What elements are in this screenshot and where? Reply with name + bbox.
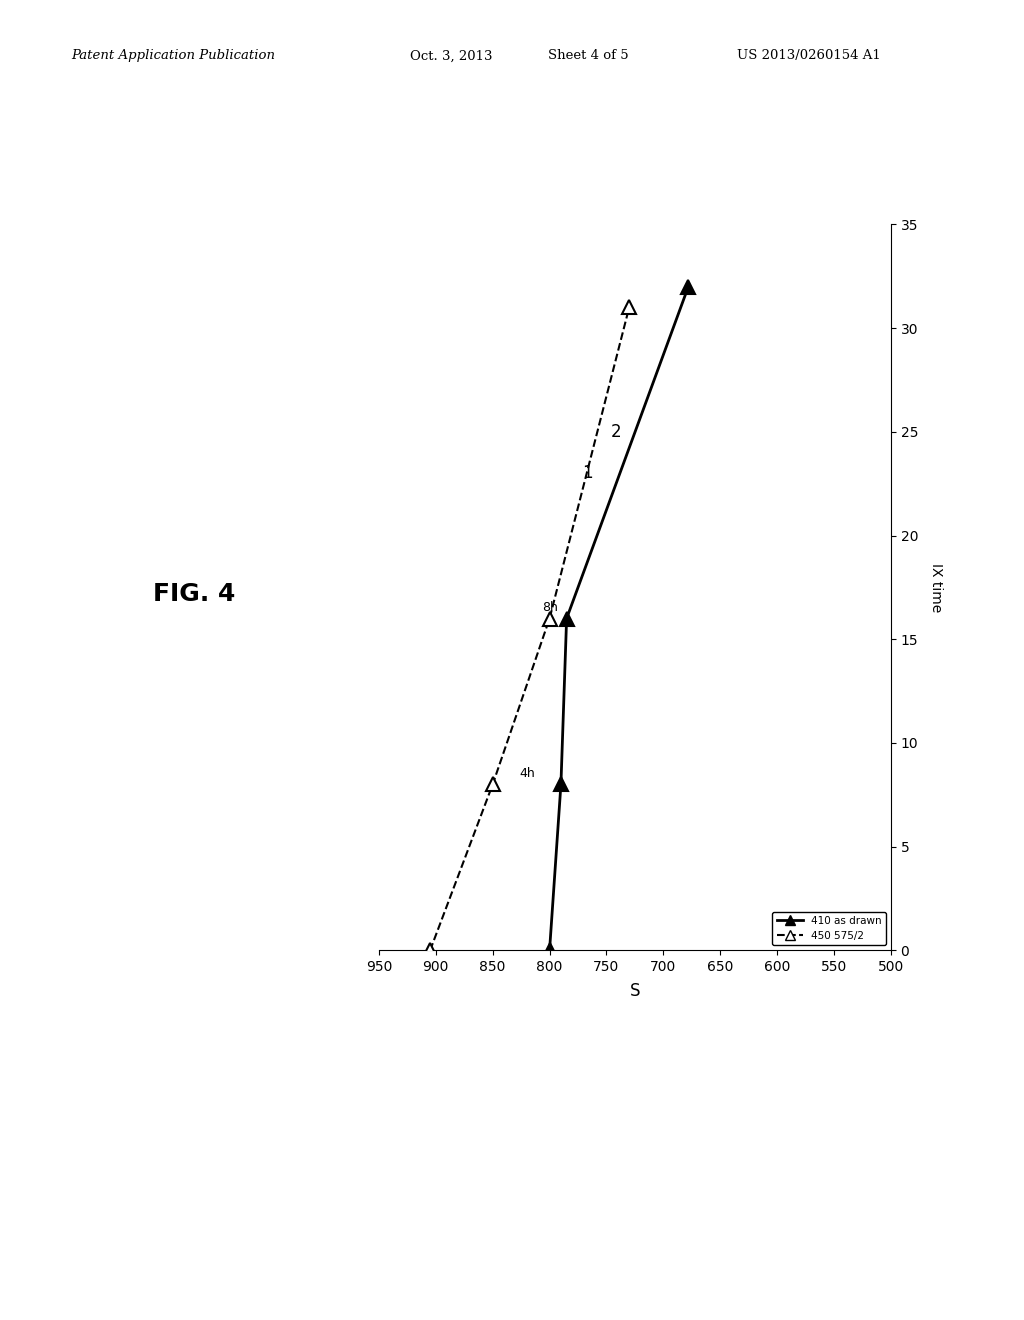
Legend: 410 as drawn, 450 575/2: 410 as drawn, 450 575/2 (772, 912, 886, 945)
Text: 2: 2 (610, 422, 622, 441)
Text: Oct. 3, 2013: Oct. 3, 2013 (410, 49, 493, 62)
Text: 8h: 8h (543, 602, 558, 614)
Text: 1: 1 (583, 465, 593, 482)
Text: Sheet 4 of 5: Sheet 4 of 5 (548, 49, 629, 62)
Text: Patent Application Publication: Patent Application Publication (72, 49, 275, 62)
Text: 4h: 4h (519, 767, 536, 780)
Text: US 2013/0260154 A1: US 2013/0260154 A1 (737, 49, 881, 62)
Y-axis label: IX time: IX time (930, 562, 943, 612)
Text: FIG. 4: FIG. 4 (154, 582, 236, 606)
X-axis label: S: S (630, 982, 640, 1001)
